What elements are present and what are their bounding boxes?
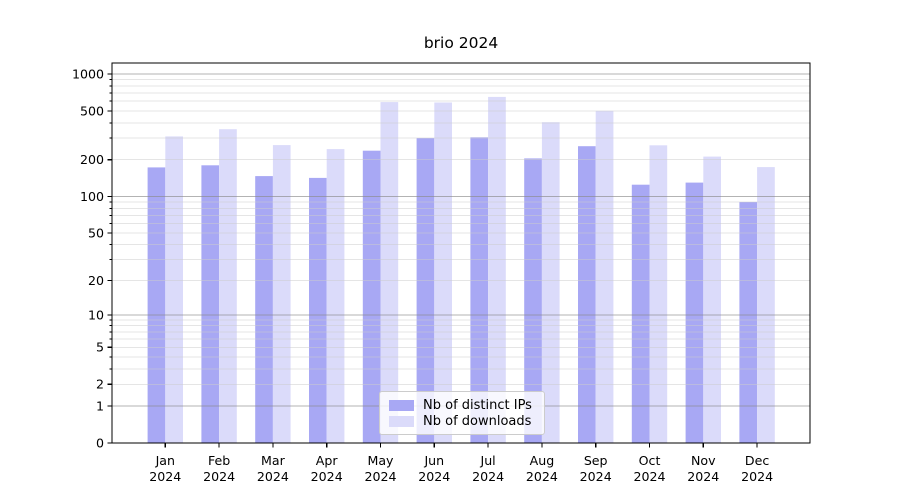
bar-downloads-oct	[649, 145, 668, 444]
bar-distinct-ips-may	[362, 150, 381, 443]
y-tick-label: 1	[96, 398, 104, 413]
x-tick-label-year: 2024	[472, 469, 504, 484]
x-tick-label-year: 2024	[418, 469, 450, 484]
x-tick-label-month: Aug	[530, 453, 555, 468]
bar-distinct-ips-nov	[685, 182, 704, 443]
legend-swatch-distinct-ips	[389, 399, 414, 411]
x-tick-label-year: 2024	[687, 469, 719, 484]
y-tick-label: 500	[80, 103, 104, 118]
y-tick-label: 1000	[72, 66, 104, 81]
x-tick-label-year: 2024	[257, 469, 289, 484]
x-tick-label-month: Feb	[208, 453, 230, 468]
bar-downloads-jan	[165, 136, 183, 443]
x-tick-label-year: 2024	[526, 469, 558, 484]
bar-downloads-mar	[272, 145, 291, 443]
legend-label-downloads: Nb of downloads	[423, 413, 532, 429]
x-tick-label-month: Jul	[479, 453, 495, 468]
x-tick-label-month: Nov	[691, 453, 716, 468]
bar-downloads-sep	[595, 110, 614, 444]
bar-distinct-ips-oct	[631, 184, 650, 443]
bar-distinct-ips-jul	[470, 137, 489, 444]
bar-distinct-ips-mar	[255, 176, 273, 443]
x-tick-label-month: Jan	[155, 453, 175, 468]
chart-title: brio 2024	[423, 34, 499, 52]
x-tick-label-month: May	[367, 453, 394, 468]
bar-downloads-dec	[757, 167, 775, 443]
x-tick-label-month: Dec	[745, 453, 769, 468]
bar-distinct-ips-sep	[578, 146, 596, 443]
bar-downloads-nov	[703, 156, 721, 443]
x-tick-label-year: 2024	[741, 469, 773, 484]
legend: Nb of distinct IPs Nb of downloads	[379, 391, 545, 435]
x-tick-label-year: 2024	[311, 469, 343, 484]
bar-distinct-ips-apr	[309, 177, 327, 443]
legend-swatch-downloads	[389, 415, 414, 427]
x-tick-label-month: Apr	[316, 453, 339, 468]
y-tick-label: 100	[80, 189, 104, 204]
x-tick-label-month: Sep	[584, 453, 608, 468]
x-tick-label-year: 2024	[633, 469, 665, 484]
y-tick-label: 10	[88, 307, 104, 322]
y-tick-label: 2	[96, 377, 104, 392]
x-tick-label-year: 2024	[149, 469, 181, 484]
legend-label-distinct-ips: Nb of distinct IPs	[423, 397, 532, 413]
bar-distinct-ips-jun	[416, 138, 435, 443]
legend-entry-downloads: Nb of downloads	[389, 413, 536, 429]
plot-frame	[111, 62, 811, 444]
x-tick-label-month: Mar	[261, 453, 286, 468]
bar-downloads-jul	[488, 96, 506, 444]
x-tick-label-year: 2024	[580, 469, 612, 484]
bar-distinct-ips-feb	[201, 165, 220, 444]
bar-distinct-ips-dec	[739, 202, 758, 443]
x-tick-label-month: Jun	[423, 453, 444, 468]
y-tick-label: 5	[96, 340, 104, 355]
bar-downloads-may	[380, 102, 399, 443]
y-tick-label: 20	[88, 273, 104, 288]
legend-entry-distinct-ips: Nb of distinct IPs	[389, 397, 536, 413]
y-tick-label: 0	[96, 435, 104, 450]
x-tick-label-month: Oct	[639, 453, 661, 468]
bar-downloads-feb	[219, 129, 237, 443]
y-tick-label: 200	[80, 152, 104, 167]
bar-downloads-jun	[434, 102, 452, 443]
x-tick-label-year: 2024	[203, 469, 235, 484]
x-tick-label-year: 2024	[364, 469, 396, 484]
y-tick-label: 50	[88, 225, 104, 240]
bar-distinct-ips-jan	[147, 167, 166, 443]
bar-downloads-apr	[326, 149, 345, 443]
bar-distinct-ips-aug	[524, 158, 542, 443]
